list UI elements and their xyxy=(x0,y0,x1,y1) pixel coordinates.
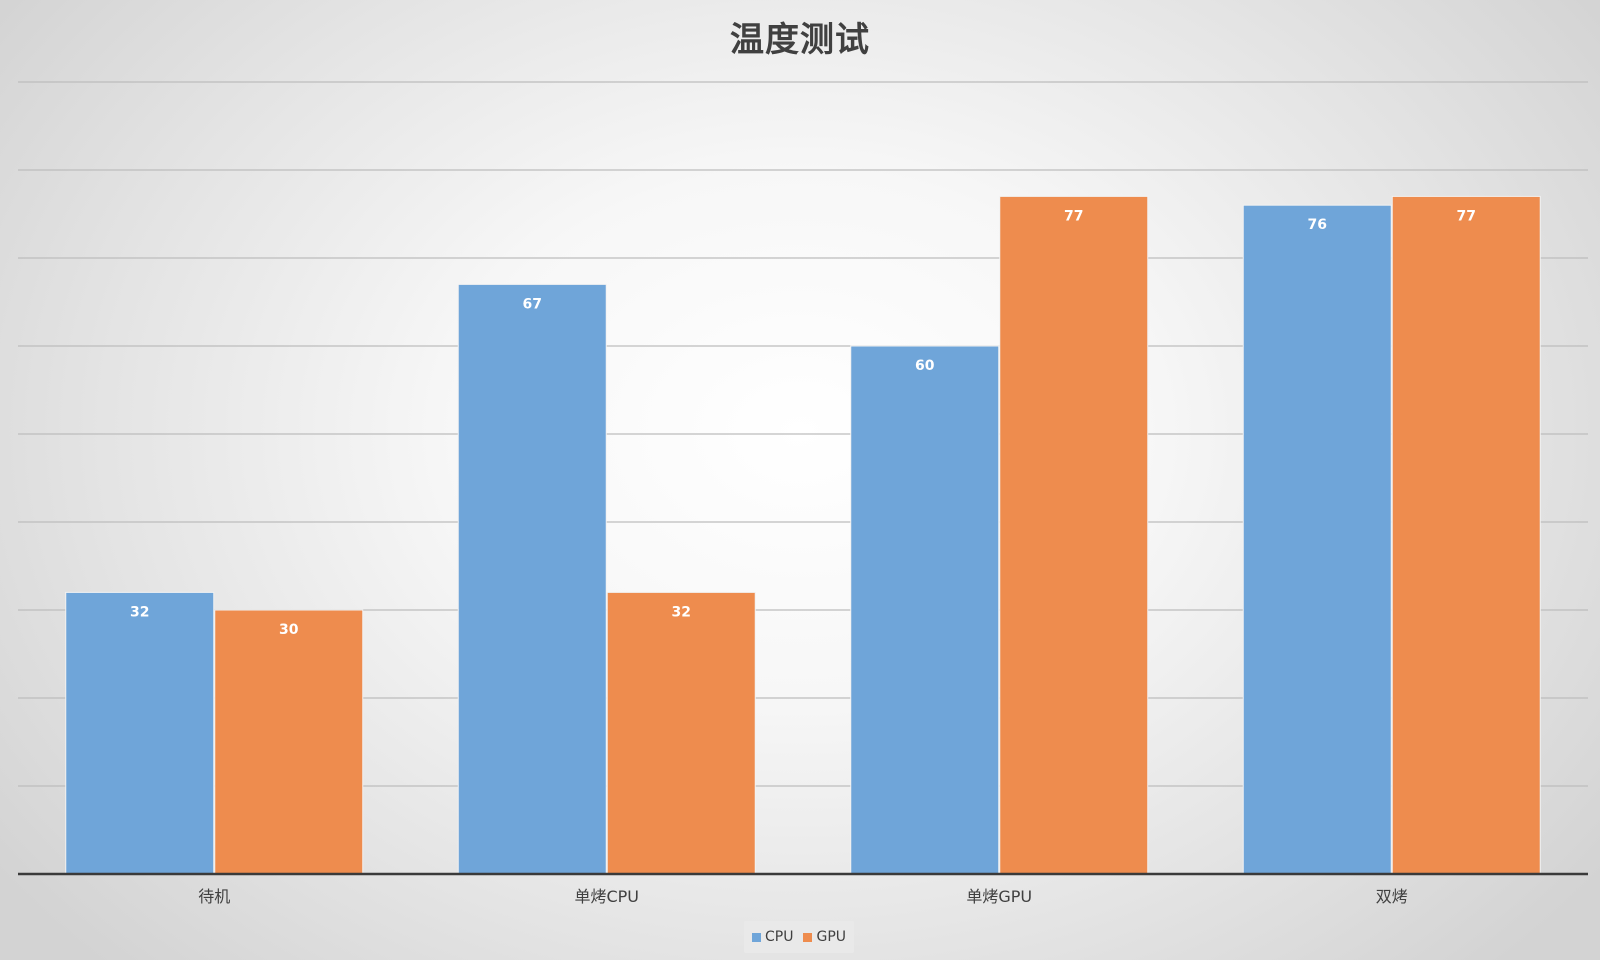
data-label: 77 xyxy=(1064,208,1083,224)
data-label: 76 xyxy=(1308,217,1327,233)
bar-cpu-2 xyxy=(850,345,1000,875)
x-tick-label: 双烤 xyxy=(1376,887,1408,906)
bar-gpu-2 xyxy=(999,195,1149,875)
data-label: 67 xyxy=(523,296,542,312)
legend-swatch xyxy=(752,932,761,942)
bar-gpu-1 xyxy=(606,591,756,875)
data-label: 77 xyxy=(1457,208,1476,224)
chart-title: 温度测试 xyxy=(730,20,870,60)
bar-cpu-0 xyxy=(65,591,215,875)
x-tick-label: 单烤CPU xyxy=(574,887,639,906)
x-tick-labels: 待机 单烤CPU 单烤GPU 双烤 xyxy=(198,887,1408,906)
legend-swatch xyxy=(803,932,813,942)
data-label: 60 xyxy=(915,358,935,374)
legend-item-cpu: CPU xyxy=(752,929,793,945)
bar-gpu-3 xyxy=(1391,195,1541,875)
legend-label: GPU xyxy=(816,929,847,945)
bar-gpu-0 xyxy=(214,609,364,875)
x-tick-label: 单烤GPU xyxy=(966,887,1032,906)
bar-cpu-3 xyxy=(1242,204,1392,875)
x-tick-label: 待机 xyxy=(198,887,230,906)
data-labels: 32 30 67 32 60 77 76 77 xyxy=(130,208,1476,638)
legend-label: CPU xyxy=(765,929,794,945)
data-label: 32 xyxy=(672,604,691,620)
bars xyxy=(65,195,1541,875)
legend: CPU GPU xyxy=(744,921,855,953)
legend-item-gpu: GPU xyxy=(803,929,846,945)
data-label: 30 xyxy=(279,622,299,638)
data-label: 32 xyxy=(130,604,149,620)
bar-cpu-1 xyxy=(457,283,607,875)
